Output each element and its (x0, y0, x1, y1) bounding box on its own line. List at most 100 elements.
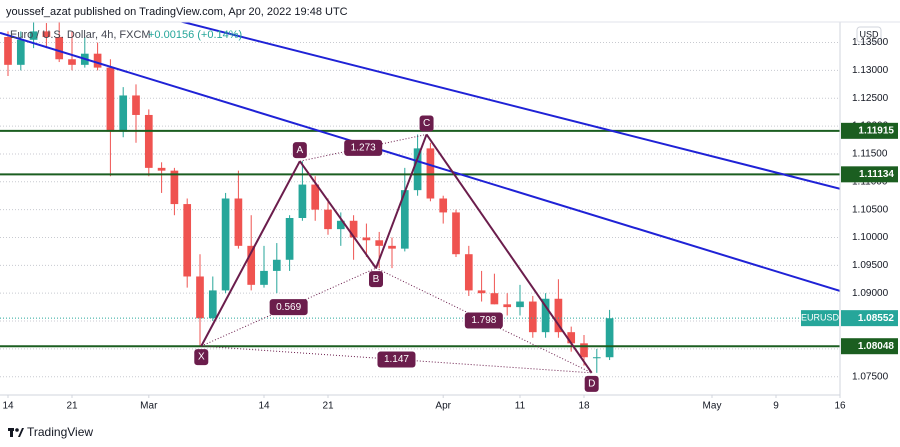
candle-body (183, 204, 192, 277)
point-box (369, 271, 383, 288)
ratio-line (201, 267, 377, 347)
point-label: D (588, 378, 595, 389)
candle-body (196, 276, 204, 319)
candle-body (221, 198, 230, 291)
currency-button[interactable] (856, 26, 882, 43)
point-label: C (423, 118, 430, 129)
logo (8, 428, 24, 437)
candle-body (170, 170, 179, 205)
candle-body (452, 212, 460, 255)
x-tick-label: 11 (515, 401, 526, 412)
ratio-box (269, 299, 308, 316)
candle-body (93, 53, 102, 68)
currency: USD (859, 29, 879, 39)
candle-body (439, 198, 448, 213)
candle-body (324, 209, 332, 230)
y-tick-label: 1.13500 (852, 37, 889, 48)
ratio-box (464, 312, 503, 329)
logo-shape (10, 428, 13, 437)
candle-body (208, 290, 217, 319)
y-tick-label: 1.12500 (852, 93, 889, 104)
y-tick-label: 1.09000 (852, 288, 889, 299)
ratio-label: 1.273 (351, 142, 376, 153)
level-label: 1.11915 (858, 125, 894, 136)
candle-body (132, 95, 140, 115)
ratio-label: 1.798 (471, 315, 496, 326)
x-tick-label: 21 (322, 401, 334, 412)
pattern-leg (200, 160, 301, 347)
y-tick-label: 1.10500 (852, 204, 889, 215)
x-tick-label: 14 (258, 401, 270, 412)
x-tick-label: 21 (66, 401, 78, 412)
candle-body (503, 304, 512, 308)
point-box (419, 115, 434, 132)
x-tick-label: 9 (773, 401, 779, 412)
level-label-box (841, 166, 898, 183)
level-label: 1.11134 (859, 169, 894, 180)
candle-body (554, 298, 563, 333)
candle-body (528, 301, 537, 333)
x-tick-label: 16 (834, 401, 846, 412)
candle-body (592, 357, 601, 359)
point-label: X (198, 352, 205, 363)
candle-body (260, 270, 268, 285)
last-price-box (841, 310, 898, 327)
candle-body (413, 148, 422, 191)
point-label: A (297, 145, 304, 156)
candle-body (311, 184, 320, 210)
candle-body (234, 198, 243, 246)
x-tick-label: Apr (435, 401, 451, 412)
pattern-leg (299, 160, 377, 269)
candle-body (106, 67, 115, 132)
ratio-label: 0.569 (276, 302, 301, 313)
publisher: youssef_azat published on TradingView.co… (6, 6, 348, 18)
symbol-title: Euro / U.S. Dollar, 4h, FXCM (10, 29, 151, 41)
symbol-label-box (801, 310, 839, 327)
candle-body (247, 245, 256, 285)
logo-shape (15, 428, 19, 432)
trendline (0, 31, 840, 292)
level-label-box (841, 338, 898, 355)
x-tick-label: 14 (2, 401, 14, 412)
x-tick-label: Mar (140, 401, 158, 412)
candle-body (16, 39, 25, 65)
y-tick-label: 1.07500 (852, 371, 889, 382)
candle-body (400, 190, 409, 249)
point-box (194, 349, 209, 366)
candle-body (157, 167, 166, 171)
candle-body (516, 301, 524, 308)
candle-body (4, 36, 12, 65)
candle-body (375, 240, 384, 246)
candle-body (42, 31, 51, 37)
candle-body (388, 245, 396, 249)
logo-shape (18, 428, 24, 437)
candle-body (119, 95, 128, 132)
y-tick-label: 1.13000 (852, 65, 889, 76)
level-label: 1.08048 (858, 341, 895, 352)
candle-body (298, 184, 307, 218)
pattern-leg (425, 133, 593, 374)
footer-brand: TradingView (27, 425, 93, 439)
candle-body (55, 36, 64, 60)
x-tick-label: May (703, 401, 722, 412)
candle-body (541, 298, 550, 333)
point-box (584, 375, 599, 392)
candle-body (349, 220, 358, 238)
candle-body (272, 259, 281, 271)
ratio-box (344, 139, 383, 156)
candle-body (580, 343, 588, 358)
y-tick-label: 1.11500 (852, 149, 888, 160)
candle-body (29, 31, 38, 40)
candle-body (144, 114, 153, 168)
candle-body (336, 220, 345, 230)
y-tick-label: 1.09500 (852, 260, 889, 271)
candle-body (285, 217, 294, 260)
point-label: B (373, 274, 380, 285)
x-tick-label: 18 (578, 401, 590, 412)
level-label-box (841, 122, 898, 139)
ratio-box (377, 351, 416, 368)
last-price-label: 1.08552 (858, 313, 895, 324)
ratio-label: 1.147 (384, 354, 409, 365)
